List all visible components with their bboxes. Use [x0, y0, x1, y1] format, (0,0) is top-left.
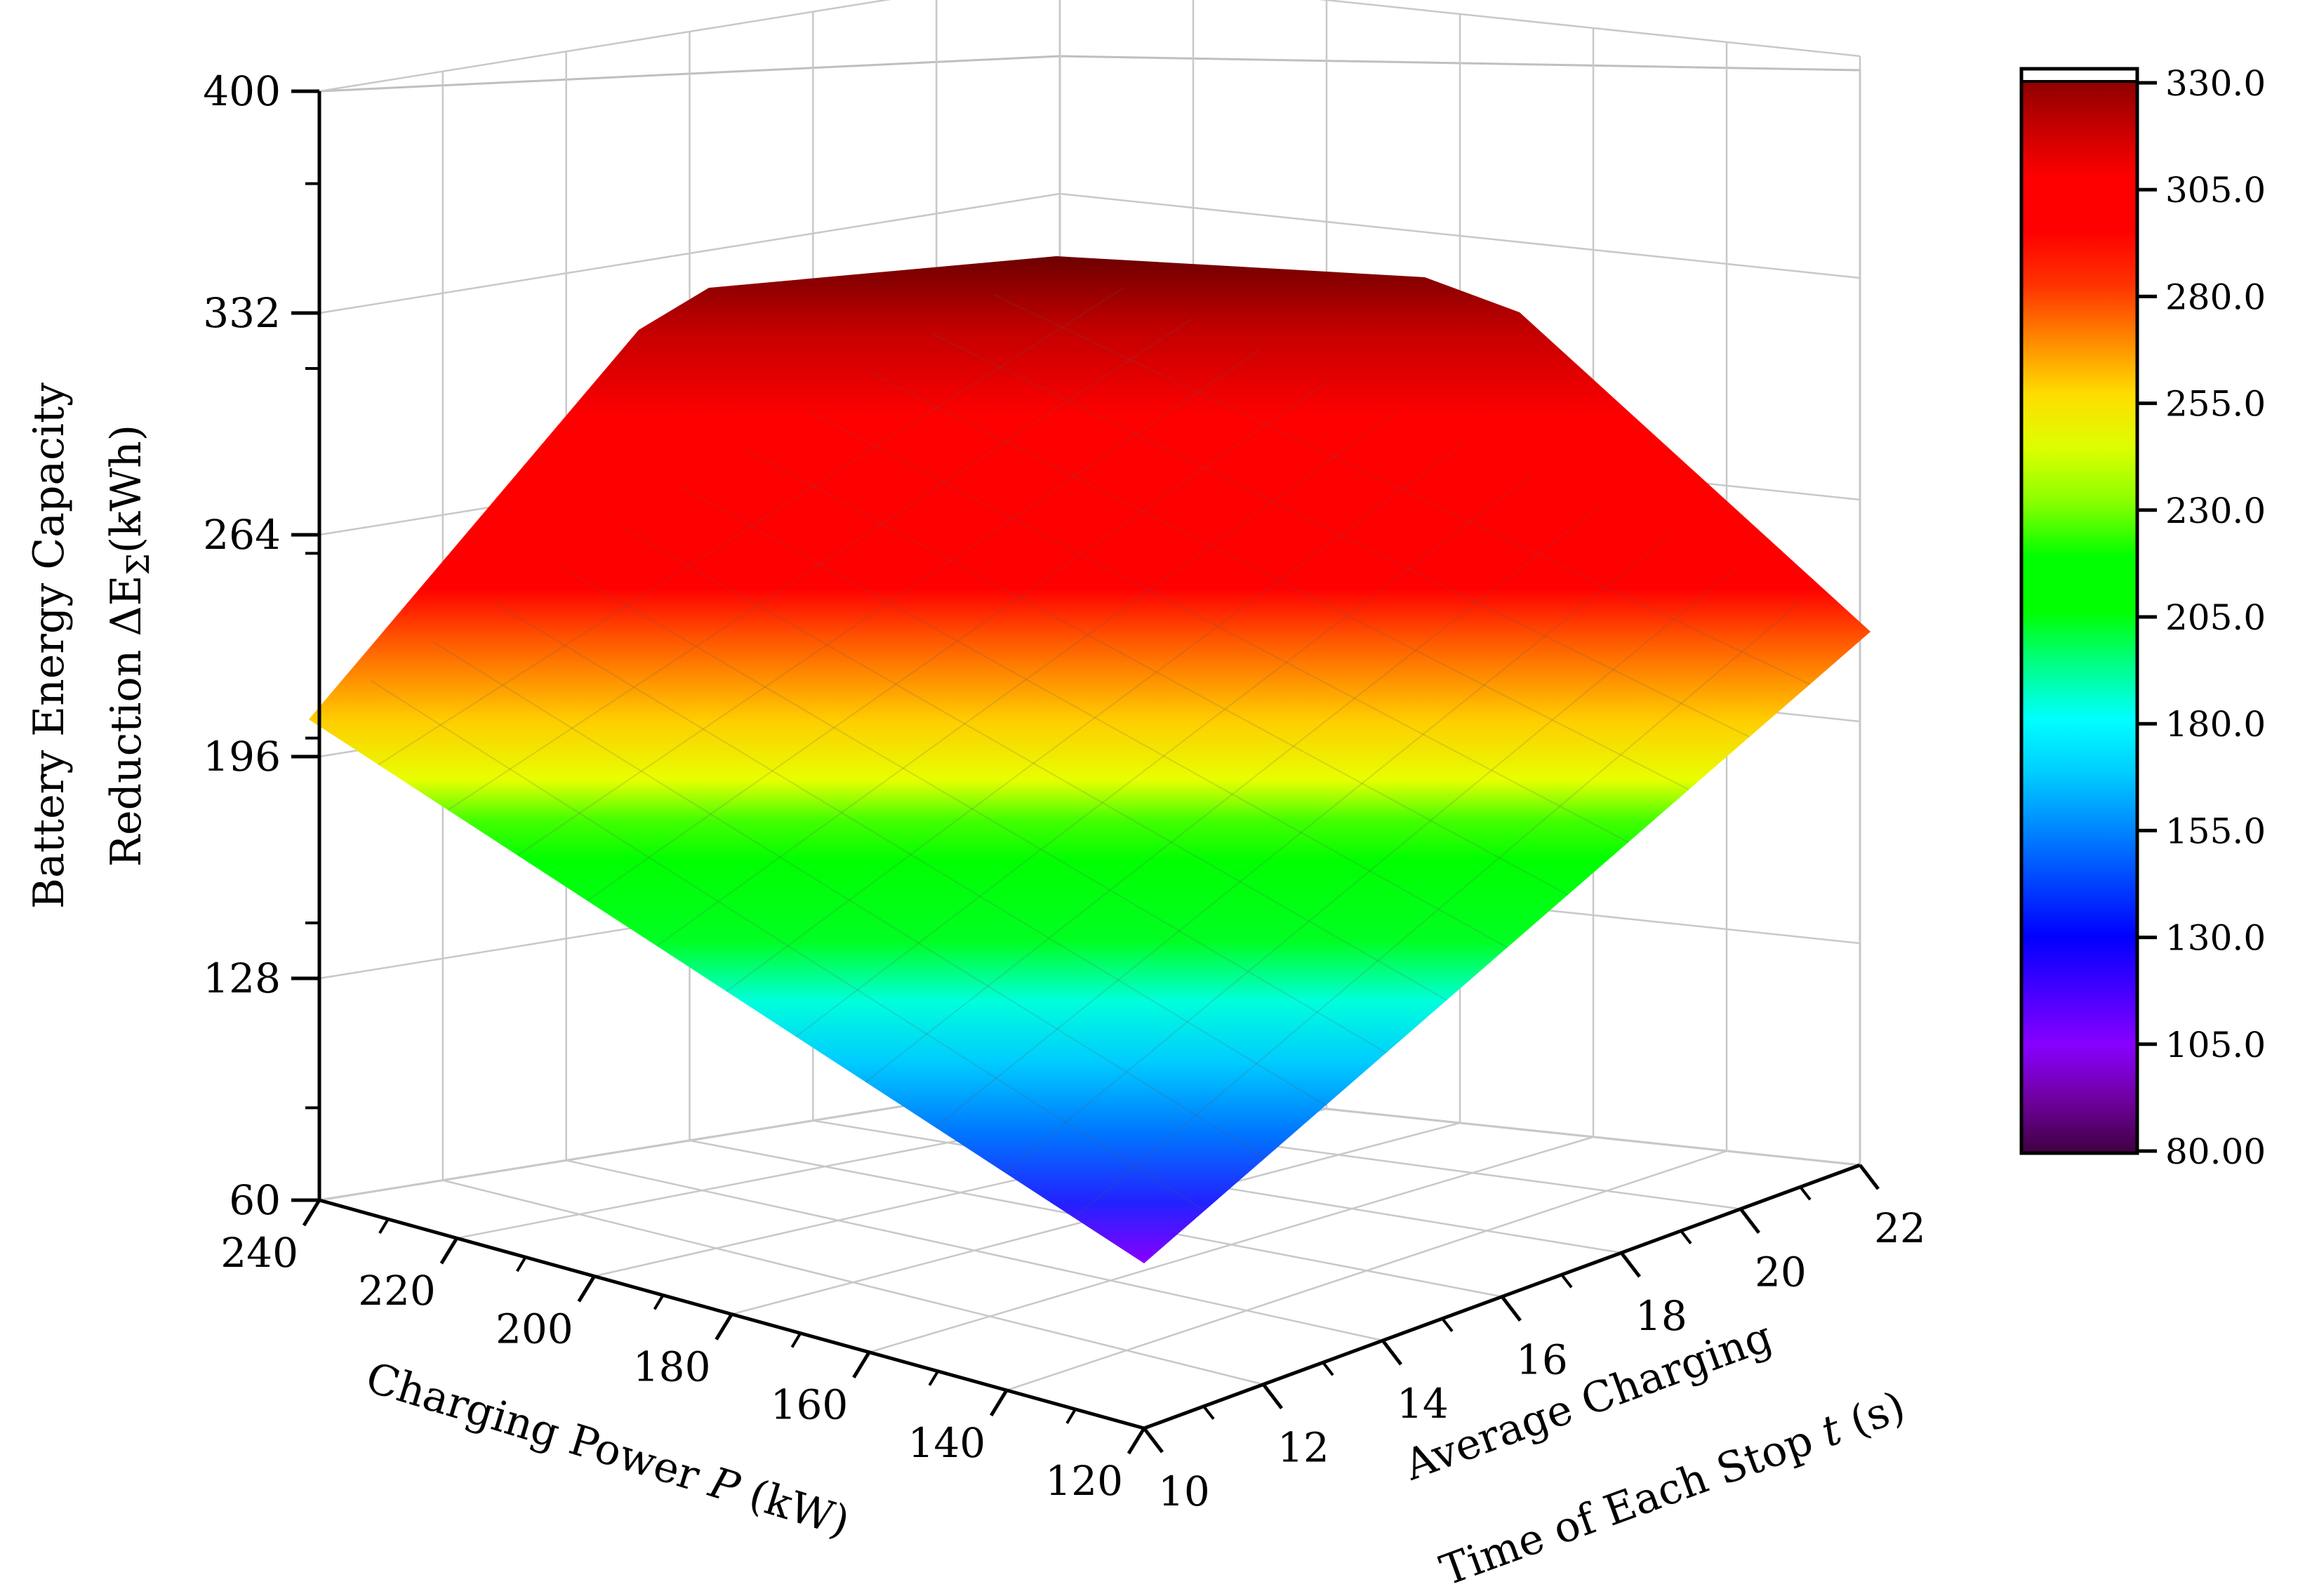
z-tick-label: 400	[203, 67, 281, 115]
mesh-line	[447, 318, 1192, 811]
mesh-line	[744, 448, 1569, 896]
x-tick-label: 240	[220, 1229, 298, 1277]
x-tick-mark	[439, 1237, 458, 1265]
energy-surface	[309, 256, 1871, 1263]
colorbar: 330.0 305.0 280.0 255.0 230.0 205.0 180.0 155.0…	[2019, 63, 2266, 1172]
y-tick-mark	[1739, 1207, 1760, 1235]
mesh-line	[557, 564, 1387, 1053]
z-tick-label: 332	[203, 289, 281, 337]
z-axis-title-line1: Battery Energy Capacity	[25, 383, 74, 909]
colorbar-tick-label: 280.0	[2165, 277, 2266, 317]
y-tick-label: 18	[1635, 1292, 1687, 1340]
colorbar-tick-label: 180.0	[2165, 704, 2266, 745]
y-minor-tick	[1560, 1274, 1573, 1289]
z-axis-title-sub: Σ	[121, 553, 157, 575]
mesh-line	[1004, 568, 1736, 1173]
z-tick-label: 128	[203, 955, 281, 1002]
x-tick-mark	[715, 1313, 733, 1341]
y-tick-label: 16	[1516, 1336, 1568, 1384]
colorbar-ticks: 330.0 305.0 280.0 255.0 230.0 205.0 180.0 155.0…	[2137, 63, 2266, 1172]
mesh-line	[795, 474, 1532, 1037]
y-tick-mark	[1620, 1251, 1641, 1278]
z-tick-label: 60	[229, 1176, 281, 1224]
y-floor-gridline	[442, 1179, 1264, 1385]
mesh-line	[432, 641, 1266, 1159]
mesh-line	[993, 294, 1811, 685]
mesh-line	[934, 537, 1668, 1129]
colorbar-tick-label: 155.0	[2165, 811, 2266, 851]
y-minor-tick	[1322, 1362, 1334, 1376]
z-tick-label: 264	[203, 511, 281, 559]
y-tick-label: 14	[1397, 1380, 1449, 1428]
y-ticks: 10 12 14 16 18 20 22	[1143, 1164, 1926, 1515]
x-minor-tick	[378, 1218, 390, 1235]
mesh-line	[806, 410, 1629, 843]
z-ticks: 400 332 264 196 128 60	[203, 67, 319, 1224]
colorbar-bar	[2021, 69, 2137, 1153]
x-ticks: 240 220 200 180 160 140 120	[220, 1199, 1146, 1505]
x-tick-mark	[852, 1351, 871, 1378]
mesh-line	[620, 526, 1447, 1001]
colorbar-tick-label: 105.0	[2165, 1025, 2266, 1065]
x-tick-mark	[577, 1275, 596, 1303]
z-axis-title-prefix: Reduction ΔE	[102, 576, 151, 867]
y-floor-gridline	[566, 1159, 1383, 1342]
mesh-line	[587, 380, 1329, 902]
colorbar-tick-label: 330.0	[2165, 63, 2266, 104]
x-tick-label: 220	[358, 1267, 436, 1315]
colorbar-tick-label: 80.00	[2165, 1131, 2266, 1172]
x-tick-mark	[1127, 1427, 1146, 1455]
mesh-line	[869, 371, 1689, 790]
mesh-line	[1074, 599, 1803, 1219]
z-axis-title-line2: Reduction ΔEΣ(kWh)	[102, 425, 157, 867]
surface-group	[309, 256, 1871, 1263]
z-tick-label: 196	[203, 733, 281, 780]
x-tick-label: 120	[1045, 1457, 1123, 1505]
mesh-line	[517, 349, 1261, 856]
y-tick-mark	[1859, 1164, 1880, 1190]
x-minor-tick	[1065, 1408, 1077, 1424]
x-tick-label: 180	[633, 1343, 711, 1391]
y-tick-mark	[1262, 1383, 1283, 1410]
y-tick-label: 10	[1158, 1468, 1210, 1515]
colorbar-tick-label: 230.0	[2165, 491, 2266, 531]
y-tick-mark	[1501, 1295, 1522, 1322]
x-minor-tick	[516, 1256, 527, 1272]
y-tick-label: 20	[1755, 1249, 1807, 1296]
x-tick-label: 140	[908, 1419, 985, 1467]
mesh-line	[371, 680, 1205, 1211]
colorbar-tick-label: 255.0	[2165, 384, 2266, 425]
x-minor-tick	[653, 1294, 665, 1310]
x-minor-tick	[790, 1332, 802, 1348]
mesh-line	[495, 603, 1327, 1106]
mesh-line	[931, 333, 1750, 738]
y-tick-label: 22	[1874, 1204, 1926, 1252]
y-tick-label: 12	[1277, 1424, 1329, 1472]
colorbar-tick-label: 305.0	[2165, 170, 2266, 211]
x-tick-mark	[990, 1389, 1009, 1417]
y-tick-mark	[1143, 1427, 1164, 1454]
x-axis-title-suffix: (kW)	[731, 1466, 855, 1547]
x-tick-label: 200	[496, 1305, 573, 1352]
x-tick-mark	[302, 1199, 321, 1227]
z-axis-title-suffix: (kWh)	[102, 425, 151, 554]
mesh-line	[726, 443, 1464, 992]
y-minor-tick	[1202, 1405, 1215, 1420]
y-minor-tick	[1680, 1230, 1692, 1244]
colorbar-frame	[2019, 67, 2139, 1155]
colorbar-tick-label: 205.0	[2165, 597, 2266, 638]
x-minor-tick	[928, 1370, 939, 1386]
colorbar-top-cap	[2020, 67, 2139, 83]
y-minor-tick	[1799, 1186, 1812, 1201]
colorbar-tick-label: 130.0	[2165, 918, 2266, 959]
surface-mesh	[371, 286, 1811, 1219]
y-minor-tick	[1441, 1317, 1454, 1332]
mesh-line	[682, 487, 1508, 948]
y-tick-mark	[1381, 1339, 1402, 1366]
mesh-line	[378, 286, 1125, 766]
x-tick-label: 160	[771, 1381, 849, 1429]
mesh-line	[656, 412, 1396, 947]
mesh-line	[865, 505, 1600, 1083]
